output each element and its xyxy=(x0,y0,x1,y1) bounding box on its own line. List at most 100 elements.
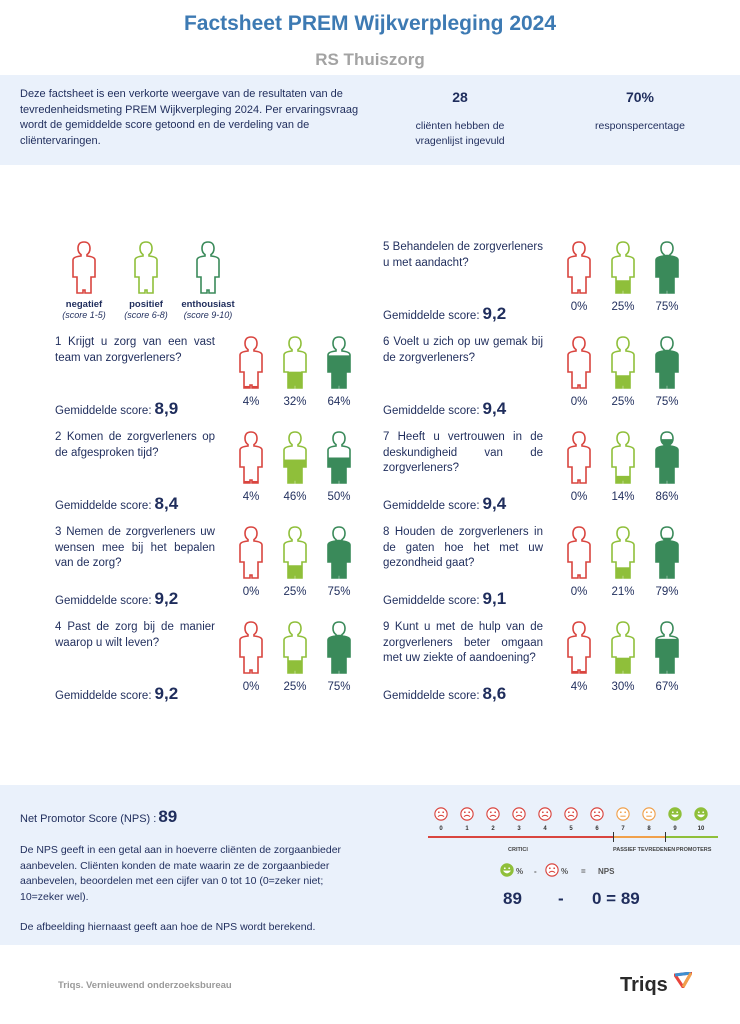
person-enthusiast-icon xyxy=(319,430,359,486)
footer-tagline: Triqs. Vernieuwend onderzoeksbureau xyxy=(58,980,232,991)
passive-line xyxy=(614,836,666,838)
percentage-negative: 0% xyxy=(242,586,260,598)
percentage-positive: 46% xyxy=(283,491,307,503)
person-negative-icon xyxy=(559,240,599,296)
figure-positive: 25% xyxy=(603,335,643,408)
scale-number: 9 xyxy=(673,826,677,832)
score-value: 9,2 xyxy=(482,304,507,323)
average-score: Gemiddelde score: 9,2 xyxy=(55,589,178,609)
average-score: Gemiddelde score: 8,6 xyxy=(383,684,506,704)
score-label: Gemiddelde score: xyxy=(55,500,152,512)
fill-level xyxy=(284,459,306,483)
person-negative-icon xyxy=(231,620,271,676)
person-negative-icon xyxy=(559,525,599,581)
fill-level xyxy=(656,638,678,673)
percentage-negative: 4% xyxy=(242,396,260,408)
scale-number: 6 xyxy=(595,826,599,832)
question-text: 5 Behandelen de zorgverleners u met aand… xyxy=(383,241,543,269)
fill-level xyxy=(284,660,306,673)
percentage-positive: 25% xyxy=(611,396,635,408)
score-label: Gemiddelde score: xyxy=(383,405,480,417)
question-text: 2 Komen de zorgverleners op de afgesprok… xyxy=(55,431,215,459)
legend-positive: positief (score 6-8) xyxy=(114,240,178,320)
score-value: 9,2 xyxy=(154,589,179,608)
question-card: 1 Krijgt u zorg van een vast team van zo… xyxy=(55,335,385,427)
percentage-positive: 25% xyxy=(283,681,307,693)
percentage-enthusiast: 75% xyxy=(655,396,679,408)
sad-face-icon xyxy=(590,807,604,825)
percentage-positive: 32% xyxy=(283,396,307,408)
scale-number: 1 xyxy=(465,826,469,832)
nps-description: De NPS geeft in een getal aan in hoeverr… xyxy=(20,844,342,903)
person-positive-icon xyxy=(275,525,315,581)
question-card: 2 Komen de zorgverleners op de afgesprok… xyxy=(55,430,385,522)
sad-face-icon xyxy=(460,807,474,825)
percentage-positive: 30% xyxy=(611,681,635,693)
score-label: Gemiddelde score: xyxy=(383,595,480,607)
person-positive-icon xyxy=(275,430,315,486)
sad-face-icon xyxy=(434,807,448,825)
question-card: 5 Behandelen de zorgverleners u met aand… xyxy=(383,240,713,332)
score-value: 9,4 xyxy=(482,494,507,513)
neutral-face-icon xyxy=(616,807,630,825)
figure-enthusiast: 64% xyxy=(319,335,359,408)
person-negative-icon xyxy=(559,620,599,676)
promoters-percent: 89 xyxy=(503,889,522,908)
percentage-enthusiast: 79% xyxy=(655,586,679,598)
passive-label: PASSIEF TEVREDENEN xyxy=(613,847,676,853)
person-positive-icon xyxy=(275,620,315,676)
scale-point: 3 xyxy=(507,807,531,832)
score-label: Gemiddelde score: xyxy=(383,500,480,512)
respondents-label: cliënten hebben de vragenlijst ingevuld xyxy=(415,120,505,147)
sad-face-icon xyxy=(512,807,526,825)
response-label: responspercentage xyxy=(595,120,685,132)
percentage-enthusiast: 75% xyxy=(327,586,351,598)
critics-label: CRITICI xyxy=(508,847,528,853)
nps-formula: % - % = NPS 89 - 0 = 89 xyxy=(500,863,660,923)
happy-face-icon xyxy=(500,863,514,882)
legend-range: (score 6-8) xyxy=(124,310,168,320)
percentage-enthusiast: 50% xyxy=(327,491,351,503)
person-enthusiast-icon xyxy=(647,430,687,486)
nps-footnote: De afbeelding hiernaast geeft aan hoe de… xyxy=(20,921,316,933)
organization-name: RS Thuiszorg xyxy=(315,50,425,69)
legend-negative: negatief (score 1-5) xyxy=(52,240,116,320)
score-label: Gemiddelde score: xyxy=(55,595,152,607)
scale-number: 3 xyxy=(517,826,521,832)
figure-positive: 25% xyxy=(275,525,315,598)
fill-level xyxy=(328,355,350,388)
fill-level xyxy=(240,480,262,483)
promoters-line xyxy=(666,836,718,838)
formula-minus: - xyxy=(558,889,564,908)
figure-negative: 4% xyxy=(559,620,599,693)
average-score: Gemiddelde score: 8,4 xyxy=(55,494,178,514)
scale-point: 2 xyxy=(481,807,505,832)
scale-divider xyxy=(613,832,614,842)
person-negative-icon xyxy=(559,335,599,391)
person-positive-icon xyxy=(603,335,643,391)
scale-number: 4 xyxy=(543,826,547,832)
fill-level xyxy=(284,565,306,578)
legend-range: (score 9-10) xyxy=(183,310,233,320)
question-text: 9 Kunt u met de hulp van de zorgverlener… xyxy=(383,621,543,664)
percentage-positive: 14% xyxy=(611,491,635,503)
fill-level xyxy=(568,670,590,673)
person-positive-icon xyxy=(603,430,643,486)
question-text: 3 Nemen de zorgverleners uw wensen mee b… xyxy=(55,526,215,569)
percentage-enthusiast: 86% xyxy=(655,491,679,503)
person-negative-icon xyxy=(231,430,271,486)
question-text: 7 Heeft u vertrouwen in de deskundigheid… xyxy=(383,431,543,474)
score-label: Gemiddelde score: xyxy=(55,405,152,417)
scale-point: 10 xyxy=(689,807,713,832)
person-negative-icon xyxy=(231,525,271,581)
fill-level xyxy=(328,539,350,578)
average-score: Gemiddelde score: 9,4 xyxy=(383,399,506,419)
scale-number: 7 xyxy=(621,826,625,832)
person-enthusiast-icon xyxy=(176,240,240,296)
logo-text: Triqs xyxy=(620,974,668,996)
question-card: 8 Houden de zorgverleners in de gaten ho… xyxy=(383,525,713,617)
person-positive-icon xyxy=(275,335,315,391)
percentage-negative: 0% xyxy=(570,586,588,598)
figure-negative: 0% xyxy=(559,240,599,313)
average-score: Gemiddelde score: 9,4 xyxy=(383,494,506,514)
